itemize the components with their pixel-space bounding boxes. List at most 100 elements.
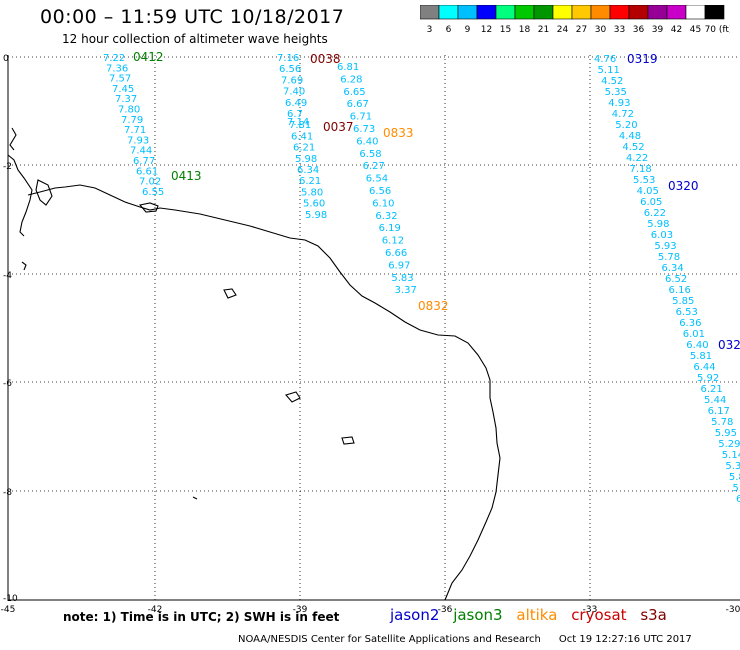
wave-height-value: 6.56 (369, 186, 391, 197)
wave-height-value: 6.55 (142, 187, 164, 198)
wave-height-value: 5.3 (732, 483, 740, 494)
legend-cryosat: cryosat (571, 606, 627, 624)
wave-height-value: 5.60 (303, 199, 325, 210)
wave-height-value: 6.05 (640, 197, 662, 208)
latitude-label: 0 (3, 54, 9, 64)
wave-height-value: 4.52 (622, 142, 644, 153)
wave-height-value: 5.78 (658, 252, 680, 263)
wave-height-value: 5.80 (301, 187, 323, 198)
axis-labels: 0 -2 -4 -6 -8 -10-45 -42 -39 -36 -33 -30 (1, 54, 740, 615)
wave-height-value: 6.22 (644, 208, 666, 219)
pass-label-s3a: 0038 (310, 52, 341, 66)
wave-height-value: 7.40 (283, 87, 305, 98)
scale-label: 33 (614, 25, 625, 35)
wave-height-value: 7.22 (103, 53, 125, 64)
wave-height-value: 5.81 (690, 351, 712, 362)
wave-height-value: 6.34 (661, 263, 683, 274)
wave-height-value: 5.78 (711, 417, 733, 428)
wave-height-value: 5.20 (615, 120, 637, 131)
latitude-label: -4 (3, 271, 12, 281)
graticule (8, 55, 740, 600)
legend-s3a: s3a (640, 606, 667, 624)
wave-height-value: 4.48 (619, 131, 641, 142)
wave-height-value: 7.71 (124, 125, 146, 136)
pass-label-jason2: 032 (718, 338, 740, 352)
wave-height-value: 6.19 (379, 223, 401, 234)
wave-height-value: 5.83 (391, 273, 413, 284)
wave-height-color-scale: 3 6 9 12 15 18 21 24 27 30 33 36 39 42 45 70 (ft) (420, 5, 730, 35)
wave-height-value: 7.14 (287, 117, 309, 128)
wave-height-value: 4.22 (626, 153, 648, 164)
pass-label-jason3: 0412 (133, 50, 164, 64)
wave-height-value: 6.03 (651, 230, 673, 241)
scale-label: 30 (595, 25, 607, 35)
longitude-label: -36 (438, 605, 453, 615)
wave-height-value: 6.21 (293, 143, 315, 154)
pass-label-altika: 0832 (418, 299, 449, 313)
latitude-label: -10 (3, 594, 18, 604)
wave-height-value: 6.53 (676, 307, 698, 318)
latitude-label: -2 (3, 162, 12, 172)
scale-label: 36 (633, 25, 645, 35)
coastline (7, 127, 501, 601)
wave-height-value: 6.40 (356, 136, 378, 147)
wave-height-value: 5.14 (722, 450, 740, 461)
wave-height-value: 5.8 (729, 472, 740, 483)
wave-height-value: 4.05 (637, 186, 659, 197)
wave-height-value: 7.44 (130, 146, 152, 157)
wave-height-value: 4.76 (594, 54, 616, 65)
scale-label: 39 (652, 25, 664, 35)
wave-height-value: 5.95 (715, 428, 737, 439)
scale-label: 70 (ft) (705, 25, 730, 35)
wave-height-value: 6.67 (347, 99, 369, 110)
wave-height-value: 5.98 (305, 210, 327, 221)
wave-height-value: 6.77 (133, 156, 155, 167)
scale-label: 27 (576, 25, 587, 35)
wave-height-value: 6.58 (359, 149, 381, 160)
legend-altika: altika (516, 606, 558, 624)
wave-height-value: 6.27 (363, 161, 385, 172)
map-frame (7, 55, 740, 601)
scale-label: 9 (465, 25, 471, 35)
wave-height-value: 5.85 (672, 296, 694, 307)
wave-height-value: 5.44 (704, 395, 726, 406)
wave-height-value: 5.92 (697, 373, 719, 384)
wave-height-value: 4.72 (612, 109, 634, 120)
wave-height-value: 6.17 (708, 406, 730, 417)
wave-height-value: 6.10 (372, 198, 394, 209)
wave-height-value: 6.21 (701, 384, 723, 395)
wave-height-value: 6.56 (279, 64, 301, 75)
wave-height-value: 6.36 (679, 318, 701, 329)
wave-height-value: 6.66 (385, 248, 407, 259)
pass-time-labels: 0412 0413 0038 0037 0833 0832 0319 0320 032 (133, 50, 740, 352)
wave-height-value: 7.57 (109, 74, 131, 85)
legend-jason3: jason3 (453, 606, 503, 624)
scale-label: 42 (671, 25, 682, 35)
scale-label: 12 (481, 25, 492, 35)
wave-height-value: 7.93 (127, 135, 149, 146)
scale-swatch (704, 5, 725, 20)
wave-height-value: 6.44 (693, 362, 715, 373)
wave-height-value: 7.81 (289, 120, 311, 131)
wave-height-value: 6.01 (683, 329, 705, 340)
longitude-label: -30 (726, 605, 740, 615)
wave-height-value: 6.41 (291, 131, 313, 142)
wave-height-value: 6.81 (337, 62, 359, 73)
wave-height-value: 4.93 (608, 98, 630, 109)
wave-height-value: 6.52 (665, 274, 687, 285)
wave-height-value: 4.52 (601, 76, 623, 87)
scale-label: 3 (427, 25, 433, 35)
wave-height-value: 7.45 (112, 84, 134, 95)
scale-label: 21 (538, 25, 549, 35)
scale-label: 45 (690, 25, 701, 35)
wave-height-value: 6.12 (382, 236, 404, 247)
chart-subtitle: 12 hour collection of altimeter wave hei… (62, 32, 328, 46)
wave-height-value: 7.02 (139, 177, 161, 188)
latitude-label: -8 (3, 488, 12, 498)
wave-height-value: 6.21 (299, 176, 321, 187)
wave-height-value: 6.34 (297, 165, 319, 176)
wave-height-value: 6.7 (287, 109, 303, 120)
wave-height-tracks: 7.227.367.577.457.377.807.797.717.937.44… (103, 53, 740, 505)
wave-height-value: 7.80 (118, 105, 140, 116)
